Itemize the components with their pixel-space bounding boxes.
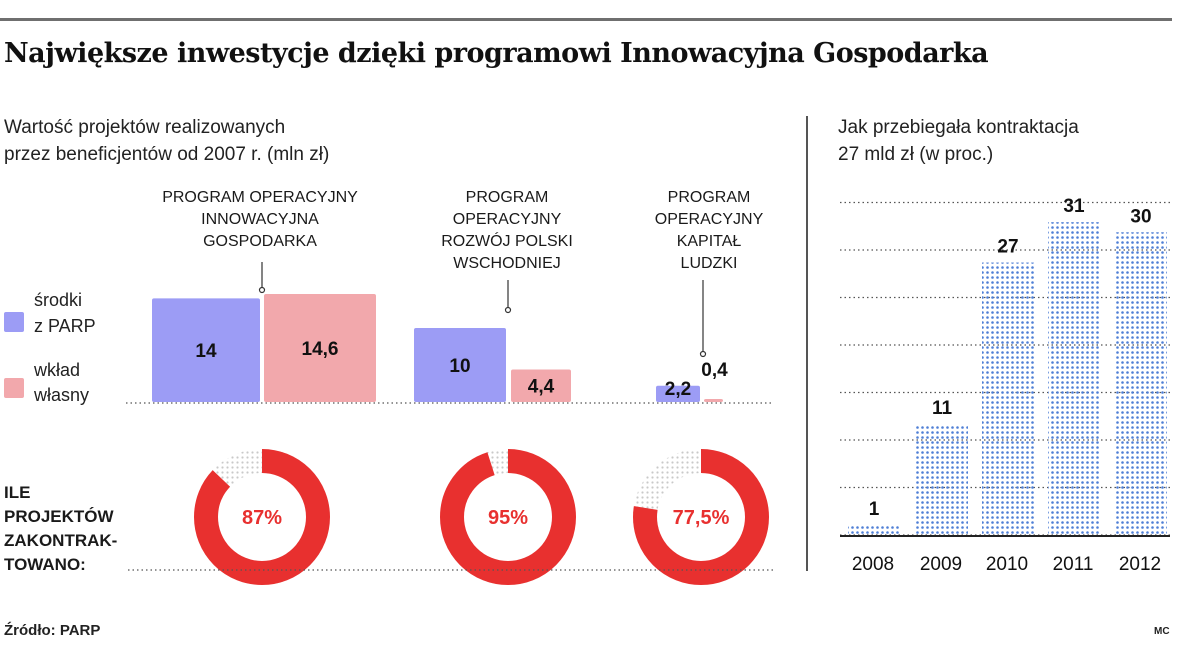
right-subtitle-line-1: Jak przebiegała kontraktacja: [838, 117, 1079, 138]
tick-label-2008: 2008: [852, 554, 894, 575]
program-connector-dot-1: [258, 286, 266, 294]
value-parp-1: 14: [195, 341, 217, 362]
value-own-3: 0,4: [701, 360, 728, 381]
value-parp-2: 10: [449, 356, 470, 377]
bar-own-1: [264, 293, 376, 402]
contracting-bar-chart: 1 2008 11 2009 27 2010 31 2011 30 2012: [840, 196, 1170, 575]
donut-value-2: 95%: [488, 507, 528, 529]
donut-hole-3: [657, 473, 745, 561]
value-year-2012: 30: [1130, 206, 1151, 227]
program-label-1-line-3: GOSPODARKA: [203, 233, 317, 250]
program-label-3-line-4: LUDZKI: [681, 255, 738, 272]
donut-side-label-line-2: PROJEKTÓW: [4, 507, 115, 526]
bar-year-2009: [916, 424, 968, 535]
program-label-1-line-1: PROGRAM OPERACYJNY: [162, 189, 358, 206]
author-credit: MC: [1154, 626, 1170, 637]
bar-parp-2: [414, 328, 506, 402]
right-subtitle-line-2: 27 mld zł (w proc.): [838, 144, 994, 165]
bar-year-2010: [982, 262, 1034, 535]
legend-swatch-own: [4, 378, 24, 398]
donut-hole-2: [464, 473, 552, 561]
value-own-2: 4,4: [528, 377, 555, 398]
tick-label-2010: 2010: [986, 554, 1028, 575]
right-subtitle: Jak przebiegała kontraktacja 27 mld zł (…: [838, 114, 1079, 168]
program-label-2-line-4: WSCHODNIEJ: [453, 255, 561, 272]
bar-own-3: [704, 399, 723, 402]
program-label-3-line-1: PROGRAM: [668, 189, 751, 206]
value-year-2011: 31: [1063, 196, 1085, 217]
donut-value-1: 87%: [242, 507, 282, 529]
legend-own-line-2: własny: [33, 385, 89, 405]
value-year-2009: 11: [932, 398, 953, 419]
value-parp-3: 2,2: [665, 379, 691, 400]
program-label-3-line-2: OPERACYJNY: [655, 211, 764, 228]
bar-parp-1: [152, 298, 260, 402]
legend-own-line-1: wkład: [33, 360, 80, 380]
left-subtitle-line-2: przez beneficjentów od 2007 r. (mln zł): [4, 144, 330, 165]
donut-value-3: 77,5%: [673, 507, 730, 529]
bar-own-2: [511, 369, 571, 402]
source-note: Źródło: PARP: [4, 622, 101, 639]
legend-parp-line-1: środki: [34, 290, 82, 310]
program-label-2-line-2: OPERACYJNY: [453, 211, 562, 228]
donut-arc-3: [633, 449, 769, 585]
left-subtitle-line-1: Wartość projektów realizowanych: [4, 117, 286, 138]
donut-arc-2: [440, 449, 576, 585]
tick-label-2012: 2012: [1119, 554, 1161, 575]
legend-parp-line-2: z PARP: [34, 316, 96, 336]
donut-side-label-line-4: TOWANO:: [4, 555, 86, 574]
program-connector-dot-3: [699, 350, 707, 358]
top-rule: [0, 18, 1172, 21]
program-label-2-line-3: ROZWÓJ POLSKI: [441, 231, 573, 250]
left-subtitle: Wartość projektów realizowanych przez be…: [4, 114, 329, 168]
program-connector-dot-2: [504, 306, 512, 314]
legend-swatch-parp: [4, 312, 24, 332]
page-title: Największe inwestycje dzięki programowi …: [4, 38, 989, 69]
bar-year-2008: [848, 524, 900, 535]
value-year-2008: 1: [869, 499, 880, 520]
donut-side-label-line-3: ZAKONTRAK-: [4, 531, 117, 550]
panel-divider: [806, 116, 808, 571]
tick-label-2011: 2011: [1053, 554, 1094, 575]
bar-parp-3: [656, 385, 700, 402]
value-year-2010: 27: [997, 237, 1018, 258]
bar-year-2011: [1048, 222, 1100, 535]
donut-arc-1: [194, 449, 330, 585]
program-label-3-line-3: KAPITAŁ: [677, 233, 742, 250]
bar-year-2012: [1115, 232, 1167, 535]
program-label-2-line-1: PROGRAM: [466, 189, 549, 206]
donut-side-label-line-1: ILE: [4, 483, 30, 502]
value-own-1: 14,6: [302, 339, 339, 360]
program-bar-chart: PROGRAM OPERACYJNY INNOWACYJNA GOSPODARKA 1…: [4, 189, 776, 585]
program-label-1-line-2: INNOWACYJNA: [201, 211, 319, 228]
tick-label-2009: 2009: [920, 554, 962, 575]
donut-hole-1: [218, 473, 306, 561]
